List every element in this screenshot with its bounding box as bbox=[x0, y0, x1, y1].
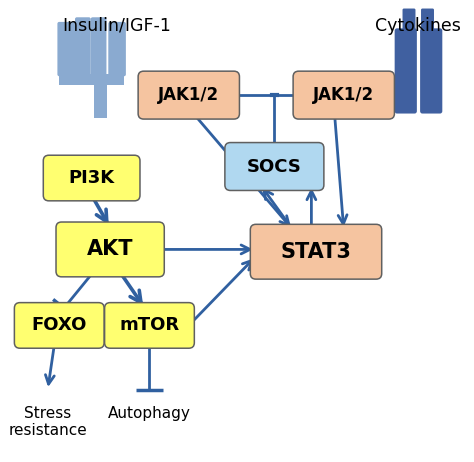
FancyBboxPatch shape bbox=[105, 303, 194, 348]
Bar bbox=[59, 74, 124, 85]
FancyBboxPatch shape bbox=[250, 225, 382, 279]
Text: FOXO: FOXO bbox=[32, 316, 87, 334]
FancyBboxPatch shape bbox=[395, 28, 417, 114]
Text: AKT: AKT bbox=[87, 239, 133, 260]
FancyBboxPatch shape bbox=[225, 143, 324, 190]
Bar bbox=[94, 84, 108, 118]
FancyBboxPatch shape bbox=[75, 17, 91, 81]
Text: Autophagy: Autophagy bbox=[108, 406, 191, 421]
FancyBboxPatch shape bbox=[138, 71, 239, 119]
FancyBboxPatch shape bbox=[43, 155, 140, 201]
FancyBboxPatch shape bbox=[420, 28, 442, 114]
Text: mTOR: mTOR bbox=[119, 316, 180, 334]
FancyBboxPatch shape bbox=[91, 17, 107, 81]
Text: Stress
resistance: Stress resistance bbox=[9, 406, 87, 438]
FancyBboxPatch shape bbox=[402, 8, 416, 32]
FancyBboxPatch shape bbox=[421, 8, 434, 32]
Text: PI3K: PI3K bbox=[69, 169, 115, 187]
Text: SOCS: SOCS bbox=[247, 158, 302, 176]
FancyBboxPatch shape bbox=[57, 22, 75, 76]
FancyBboxPatch shape bbox=[108, 22, 126, 76]
Text: Cytokines: Cytokines bbox=[375, 17, 461, 35]
FancyBboxPatch shape bbox=[293, 71, 394, 119]
Text: STAT3: STAT3 bbox=[281, 242, 351, 262]
FancyBboxPatch shape bbox=[56, 222, 164, 277]
FancyBboxPatch shape bbox=[14, 303, 104, 348]
Text: JAK1/2: JAK1/2 bbox=[313, 86, 374, 104]
Text: Insulin/IGF-1: Insulin/IGF-1 bbox=[63, 17, 172, 35]
Text: JAK1/2: JAK1/2 bbox=[158, 86, 219, 104]
